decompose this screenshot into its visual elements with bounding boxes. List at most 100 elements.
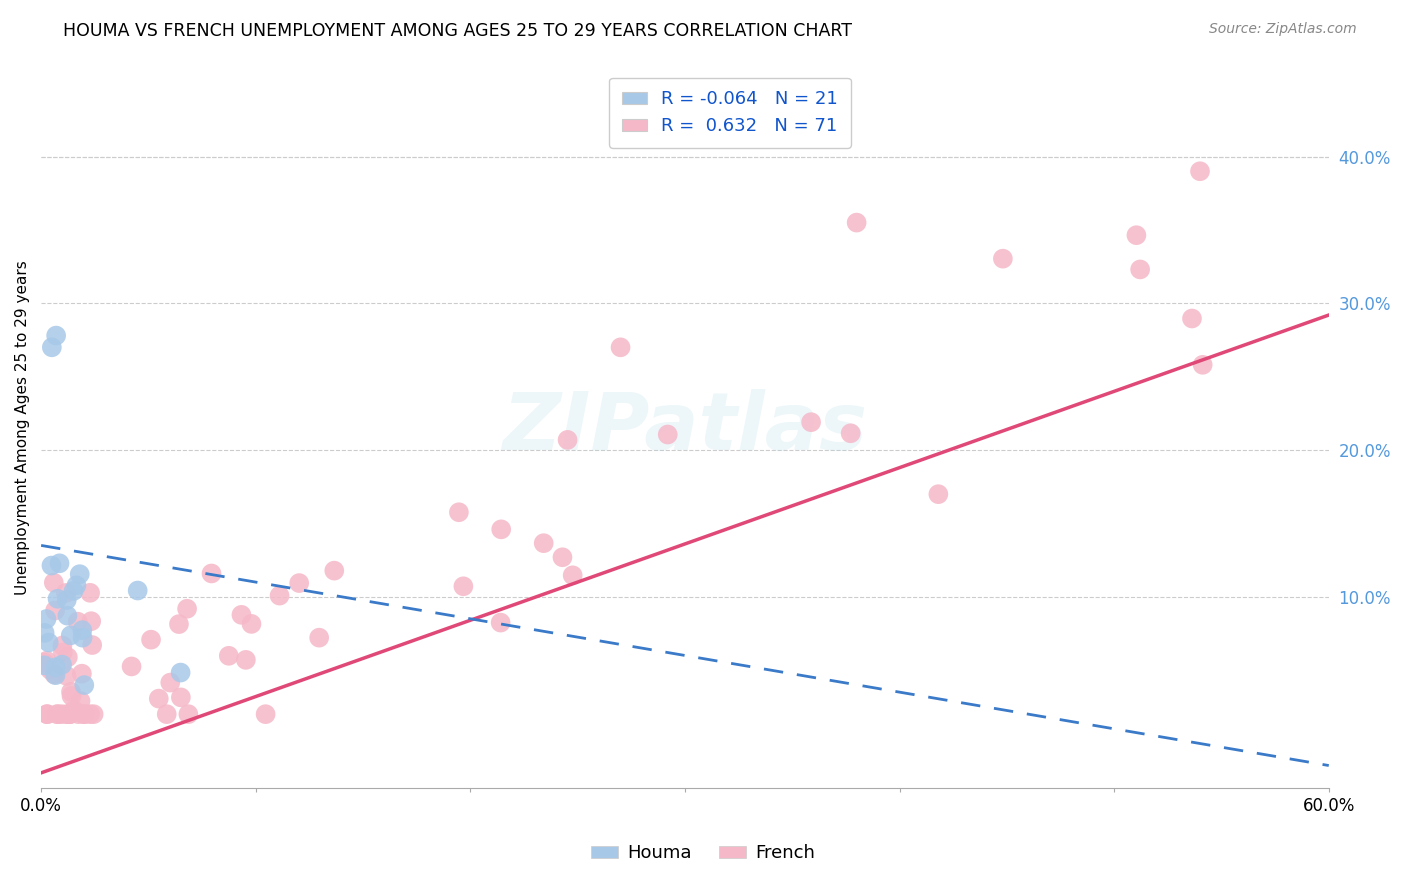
Point [557, 433, 579, 447]
Point [1188, 164, 1211, 178]
Point [56, 608, 79, 623]
Point [72, 707, 94, 722]
Text: HOUMA VS FRENCH UNEMPLOYMENT AMONG AGES 25 TO 29 YEARS CORRELATION CHART: HOUMA VS FRENCH UNEMPLOYMENT AMONG AGES … [63, 22, 852, 40]
Point [1181, 311, 1204, 326]
Point [800, 415, 823, 429]
Point [58, 707, 80, 722]
Point [34, 626, 56, 640]
Point [79, 586, 101, 600]
Point [1125, 228, 1147, 243]
Point [46, 591, 69, 606]
Point [69, 567, 91, 582]
Point [45, 328, 67, 343]
Text: Source: ZipAtlas.com: Source: ZipAtlas.com [1209, 22, 1357, 37]
Point [254, 707, 277, 722]
Point [58, 707, 80, 722]
Point [453, 579, 475, 593]
Point [991, 252, 1014, 266]
Point [38, 635, 60, 649]
Point [169, 665, 191, 680]
Point [45, 660, 67, 674]
Point [83, 707, 105, 722]
Legend: Houma, French: Houma, French [583, 838, 823, 870]
Point [56, 707, 79, 722]
Y-axis label: Unemployment Among Ages 25 to 29 years: Unemployment Among Ages 25 to 29 years [15, 260, 30, 595]
Point [41, 558, 63, 573]
Point [55, 669, 77, 683]
Point [52, 645, 75, 659]
Point [127, 583, 149, 598]
Point [66, 615, 89, 629]
Point [82, 638, 104, 652]
Point [177, 707, 200, 722]
Point [170, 690, 193, 705]
Point [551, 550, 574, 565]
Point [42, 575, 65, 590]
Point [561, 568, 583, 582]
Point [46, 707, 69, 722]
Point [46, 707, 69, 722]
Point [447, 505, 470, 519]
Point [308, 631, 330, 645]
Point [845, 216, 868, 230]
Point [73, 678, 96, 692]
Point [489, 522, 512, 536]
Point [200, 566, 222, 581]
Point [60, 689, 83, 703]
Point [156, 707, 179, 722]
Point [37, 707, 59, 722]
Point [70, 666, 93, 681]
Point [231, 607, 253, 622]
Point [159, 675, 181, 690]
Point [69, 694, 91, 708]
Point [34, 656, 56, 670]
Point [51, 707, 73, 722]
Point [59, 707, 82, 722]
Point [44, 603, 66, 617]
Point [39, 663, 62, 677]
Point [34, 658, 56, 673]
Point [288, 576, 311, 591]
Point [58, 707, 80, 722]
Point [35, 654, 58, 668]
Point [218, 648, 240, 663]
Point [927, 487, 949, 501]
Point [62, 583, 84, 598]
Point [609, 340, 631, 354]
Point [1129, 262, 1152, 277]
Point [65, 578, 87, 592]
Point [72, 623, 94, 637]
Point [79, 707, 101, 722]
Point [148, 691, 170, 706]
Point [44, 667, 66, 681]
Point [51, 657, 73, 672]
Point [63, 703, 86, 717]
Point [121, 659, 143, 673]
Point [235, 653, 257, 667]
Point [35, 707, 58, 722]
Point [41, 340, 63, 354]
Legend: R = -0.064   N = 21, R =  0.632   N = 71: R = -0.064 N = 21, R = 0.632 N = 71 [609, 78, 851, 148]
Point [657, 427, 679, 442]
Point [51, 639, 73, 653]
Point [167, 617, 190, 632]
Point [55, 586, 77, 600]
Point [176, 601, 198, 615]
Point [44, 668, 66, 682]
Point [139, 632, 162, 647]
Point [533, 536, 555, 550]
Point [323, 564, 346, 578]
Point [48, 557, 70, 571]
Point [59, 685, 82, 699]
Text: ZIPatlas: ZIPatlas [502, 389, 868, 467]
Point [56, 650, 79, 665]
Point [489, 615, 512, 630]
Point [269, 589, 291, 603]
Point [73, 707, 96, 722]
Point [59, 628, 82, 642]
Point [67, 707, 90, 722]
Point [80, 614, 103, 628]
Point [72, 631, 94, 645]
Point [35, 612, 58, 626]
Point [240, 616, 263, 631]
